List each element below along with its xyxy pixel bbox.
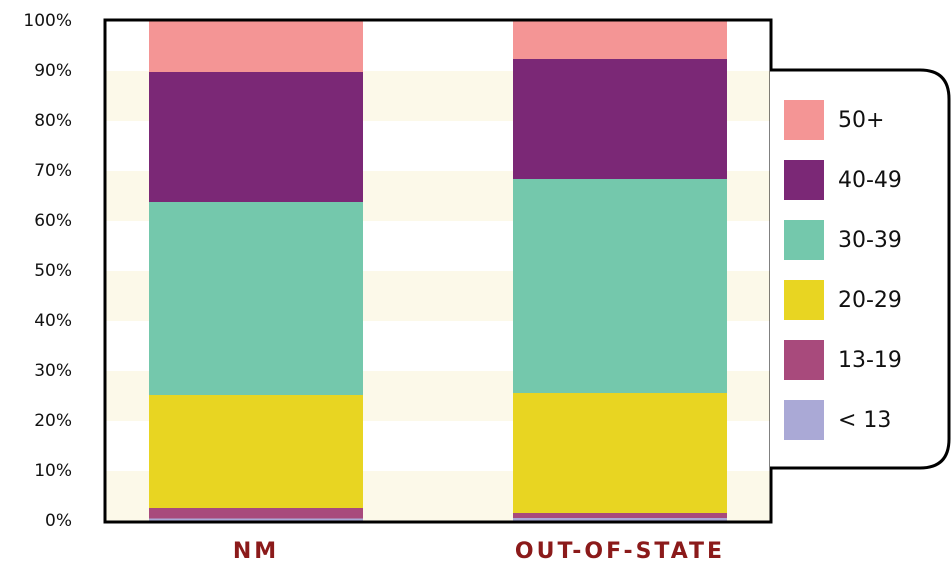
legend-label: 20-29 xyxy=(838,288,902,313)
y-tick-label: 50% xyxy=(34,261,72,281)
bar-segment xyxy=(149,72,363,202)
bar-segment xyxy=(513,179,727,393)
y-tick-label: 100% xyxy=(23,11,72,31)
bar-segment xyxy=(149,395,363,508)
legend-swatch xyxy=(784,340,824,380)
legend-label: < 13 xyxy=(838,408,891,433)
y-tick-label: 20% xyxy=(34,411,72,431)
bar-segment xyxy=(513,59,727,179)
y-tick-label: 30% xyxy=(34,361,72,381)
bar-segment xyxy=(513,513,727,518)
legend-swatch xyxy=(784,220,824,260)
legend-swatch xyxy=(784,280,824,320)
bar-segment xyxy=(149,518,363,521)
y-tick-label: 40% xyxy=(34,311,72,331)
legend-label: 40-49 xyxy=(838,168,902,193)
bar-segment xyxy=(513,393,727,513)
legend-swatch xyxy=(784,160,824,200)
y-tick-label: 10% xyxy=(34,461,72,481)
y-tick-label: 0% xyxy=(45,511,72,531)
bar-segment xyxy=(513,21,727,59)
bar-segment xyxy=(149,508,363,519)
x-tick-label: NM xyxy=(233,539,279,564)
bar-segment xyxy=(513,518,727,521)
bar-segment xyxy=(149,21,363,72)
y-tick-label: 80% xyxy=(34,111,72,131)
x-tick-label: OUT-OF-STATE xyxy=(515,539,725,564)
bar-segment xyxy=(149,202,363,395)
y-tick-label: 90% xyxy=(34,61,72,81)
legend-label: 50+ xyxy=(838,108,884,133)
legend-swatch xyxy=(784,400,824,440)
y-tick-label: 70% xyxy=(34,161,72,181)
legend-label: 30-39 xyxy=(838,228,902,253)
y-tick-label: 60% xyxy=(34,211,72,231)
legend-label: 13-19 xyxy=(838,348,902,373)
legend-swatch xyxy=(784,100,824,140)
